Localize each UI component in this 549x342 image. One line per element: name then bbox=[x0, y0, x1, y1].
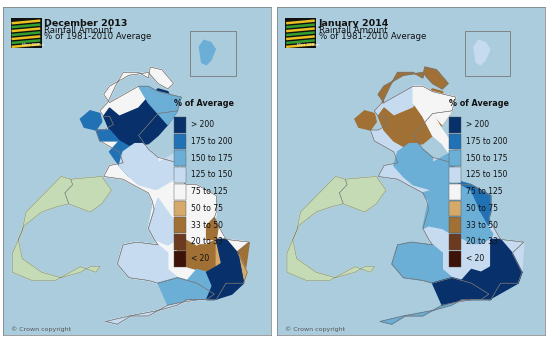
Polygon shape bbox=[177, 239, 249, 283]
Polygon shape bbox=[216, 239, 243, 300]
Text: 125 to 150: 125 to 150 bbox=[191, 170, 232, 180]
Text: © Crown copyright: © Crown copyright bbox=[11, 326, 71, 332]
Polygon shape bbox=[413, 86, 452, 163]
Polygon shape bbox=[96, 130, 119, 141]
Polygon shape bbox=[452, 179, 491, 226]
Bar bbox=[449, 134, 461, 149]
Polygon shape bbox=[13, 176, 100, 280]
Bar bbox=[174, 234, 186, 250]
Bar bbox=[285, 18, 316, 48]
Text: 33 to 50: 33 to 50 bbox=[466, 221, 497, 230]
Bar bbox=[449, 167, 461, 183]
Polygon shape bbox=[139, 86, 181, 124]
Bar bbox=[174, 150, 186, 166]
Polygon shape bbox=[378, 89, 452, 146]
Text: % of Average: % of Average bbox=[174, 99, 234, 108]
Text: Rainfall Amount: Rainfall Amount bbox=[44, 26, 113, 35]
Text: 175 to 200: 175 to 200 bbox=[191, 137, 233, 146]
Text: 50 to 75: 50 to 75 bbox=[466, 204, 497, 213]
Text: > 200: > 200 bbox=[191, 120, 214, 129]
Bar bbox=[174, 117, 186, 133]
Polygon shape bbox=[158, 269, 226, 305]
Text: 20 to 33: 20 to 33 bbox=[191, 237, 223, 247]
Polygon shape bbox=[109, 141, 148, 176]
Polygon shape bbox=[394, 144, 456, 190]
Text: © Crown copyright: © Crown copyright bbox=[285, 326, 345, 332]
Bar bbox=[449, 251, 461, 266]
Polygon shape bbox=[392, 242, 452, 283]
Polygon shape bbox=[117, 242, 177, 283]
Polygon shape bbox=[371, 67, 524, 324]
Bar bbox=[174, 167, 186, 183]
Text: Met Office: Met Office bbox=[23, 43, 45, 47]
Polygon shape bbox=[491, 239, 524, 283]
Polygon shape bbox=[433, 239, 522, 305]
Bar bbox=[449, 200, 461, 216]
Text: < 20: < 20 bbox=[466, 254, 484, 263]
Bar bbox=[174, 251, 186, 266]
Polygon shape bbox=[413, 86, 456, 124]
Polygon shape bbox=[216, 239, 248, 283]
Text: 75 to 125: 75 to 125 bbox=[466, 187, 502, 196]
Polygon shape bbox=[148, 179, 219, 245]
Polygon shape bbox=[80, 111, 102, 130]
Text: 50 to 75: 50 to 75 bbox=[191, 204, 223, 213]
Bar bbox=[174, 200, 186, 216]
Text: < 20: < 20 bbox=[191, 254, 209, 263]
Polygon shape bbox=[96, 67, 249, 324]
Text: % of 1981-2010 Average: % of 1981-2010 Average bbox=[319, 32, 426, 41]
Text: % of Average: % of Average bbox=[449, 99, 509, 108]
Polygon shape bbox=[378, 67, 448, 103]
Bar bbox=[191, 31, 236, 76]
Polygon shape bbox=[119, 144, 181, 190]
Polygon shape bbox=[206, 253, 243, 300]
Text: Met Office: Met Office bbox=[297, 43, 320, 47]
Polygon shape bbox=[177, 190, 216, 245]
Text: 175 to 200: 175 to 200 bbox=[466, 137, 507, 146]
Polygon shape bbox=[452, 239, 491, 272]
Text: 20 to 33: 20 to 33 bbox=[466, 237, 497, 247]
Polygon shape bbox=[104, 89, 177, 146]
Bar bbox=[449, 217, 461, 233]
Text: 125 to 150: 125 to 150 bbox=[466, 170, 507, 180]
Polygon shape bbox=[423, 179, 493, 245]
Bar bbox=[449, 184, 461, 200]
Text: January 2014: January 2014 bbox=[319, 19, 389, 28]
Polygon shape bbox=[206, 218, 219, 239]
Polygon shape bbox=[355, 111, 376, 130]
Bar bbox=[174, 134, 186, 149]
Bar bbox=[449, 117, 461, 133]
Text: Rainfall Amount: Rainfall Amount bbox=[319, 26, 388, 35]
Text: December 2013: December 2013 bbox=[44, 19, 128, 28]
Bar bbox=[174, 217, 186, 233]
Polygon shape bbox=[65, 176, 111, 212]
Text: % of 1981-2010 Average: % of 1981-2010 Average bbox=[44, 32, 152, 41]
Bar bbox=[465, 31, 511, 76]
Bar bbox=[449, 234, 461, 250]
Polygon shape bbox=[199, 40, 215, 65]
Polygon shape bbox=[472, 253, 522, 300]
Text: 33 to 50: 33 to 50 bbox=[191, 221, 223, 230]
Text: 75 to 125: 75 to 125 bbox=[191, 187, 228, 196]
Polygon shape bbox=[105, 278, 206, 324]
Text: > 200: > 200 bbox=[466, 120, 489, 129]
Bar bbox=[11, 18, 42, 48]
Bar bbox=[449, 150, 461, 166]
Polygon shape bbox=[339, 176, 386, 212]
Bar bbox=[174, 184, 186, 200]
Polygon shape bbox=[474, 40, 490, 65]
Polygon shape bbox=[148, 198, 177, 245]
Polygon shape bbox=[380, 278, 481, 324]
Polygon shape bbox=[287, 176, 374, 280]
Text: 150 to 175: 150 to 175 bbox=[191, 154, 233, 163]
Polygon shape bbox=[206, 267, 226, 286]
Text: 150 to 175: 150 to 175 bbox=[466, 154, 507, 163]
